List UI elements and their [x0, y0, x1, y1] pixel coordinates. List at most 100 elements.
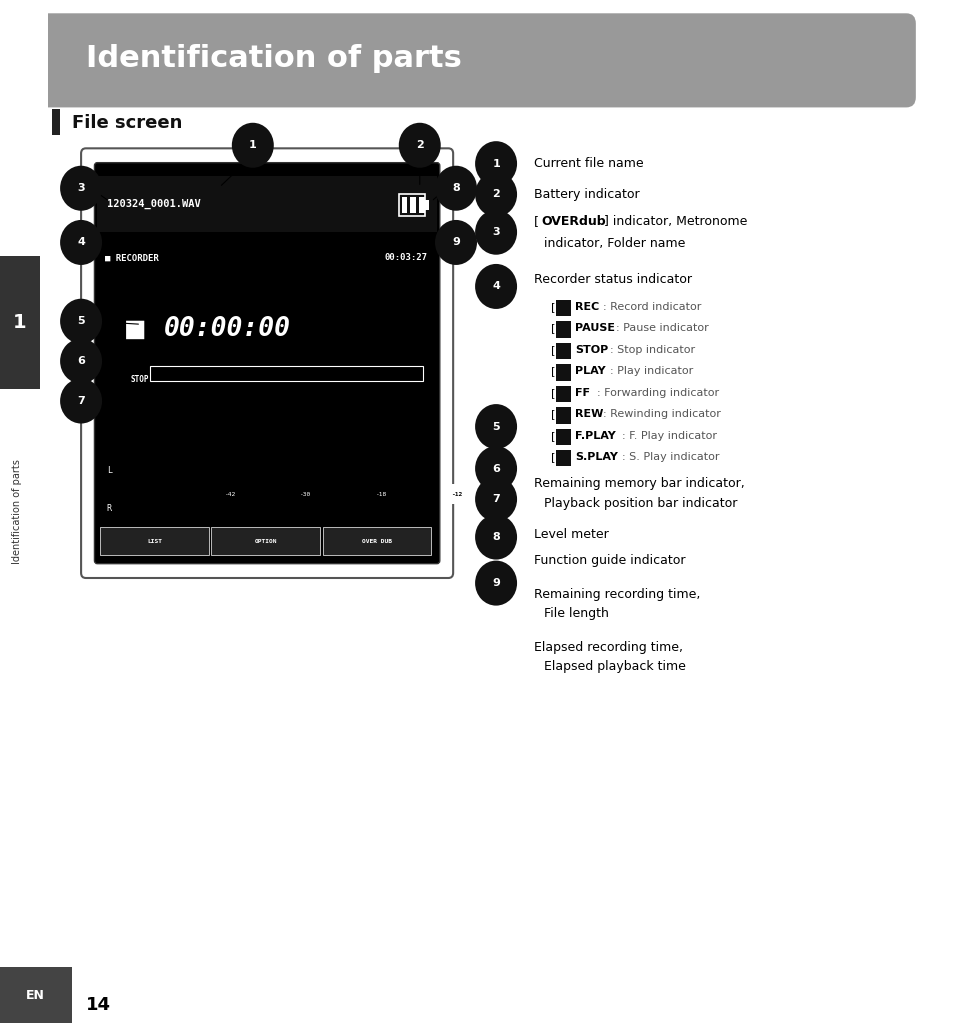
- Bar: [556, 321, 571, 338]
- Text: [: [: [534, 216, 538, 228]
- Text: 2: 2: [416, 140, 423, 150]
- FancyBboxPatch shape: [94, 163, 439, 564]
- Text: -6: -6: [528, 492, 536, 496]
- Text: 9: 9: [492, 578, 499, 588]
- Text: ■ RECORDER: ■ RECORDER: [105, 254, 158, 262]
- Text: 1: 1: [492, 159, 499, 169]
- Text: 00:00:00: 00:00:00: [164, 316, 291, 343]
- Circle shape: [475, 404, 517, 449]
- Circle shape: [475, 515, 517, 560]
- Text: 14: 14: [86, 995, 111, 1014]
- Text: 9: 9: [452, 237, 459, 248]
- Text: 6: 6: [492, 463, 499, 474]
- Text: 7: 7: [492, 494, 499, 504]
- Bar: [556, 300, 571, 316]
- Text: Current file name: Current file name: [534, 158, 643, 170]
- Bar: [401, 197, 407, 214]
- Circle shape: [60, 299, 102, 344]
- Bar: [425, 201, 429, 211]
- Circle shape: [475, 172, 517, 217]
- Circle shape: [475, 477, 517, 522]
- Text: : S. Play indicator: : S. Play indicator: [621, 452, 719, 462]
- Text: 4: 4: [492, 281, 499, 292]
- Text: L: L: [107, 465, 112, 475]
- Text: [: [: [550, 345, 555, 355]
- FancyBboxPatch shape: [0, 256, 40, 389]
- Text: [: [: [550, 409, 555, 419]
- Bar: [448, 484, 465, 504]
- Text: PLAY: PLAY: [575, 366, 605, 376]
- Text: [: [: [550, 431, 555, 441]
- Text: Elapsed recording time,: Elapsed recording time,: [534, 641, 682, 654]
- Text: Recorder status indicator: Recorder status indicator: [534, 273, 692, 285]
- Text: ■: ■: [126, 315, 144, 344]
- Text: EN: EN: [26, 989, 45, 1002]
- Bar: [410, 197, 416, 214]
- Bar: [556, 450, 571, 466]
- Text: F.PLAY: F.PLAY: [575, 431, 616, 441]
- Bar: [418, 197, 424, 214]
- Text: -30: -30: [300, 492, 311, 496]
- Circle shape: [232, 123, 274, 168]
- FancyBboxPatch shape: [0, 967, 71, 1023]
- Text: [: [: [550, 323, 555, 333]
- Bar: [398, 194, 425, 217]
- Text: : Stop indicator: : Stop indicator: [609, 345, 694, 355]
- Text: 3: 3: [492, 227, 499, 237]
- Circle shape: [475, 210, 517, 255]
- Text: File length: File length: [543, 608, 608, 620]
- Text: STOP: STOP: [575, 345, 608, 355]
- Text: -12: -12: [451, 492, 462, 496]
- Circle shape: [398, 123, 440, 168]
- Text: 8: 8: [452, 183, 459, 193]
- Bar: [97, 176, 436, 232]
- Text: REW: REW: [575, 409, 603, 419]
- Text: 1: 1: [249, 140, 256, 150]
- Text: 1: 1: [13, 313, 27, 331]
- Text: indicator, Folder name: indicator, Folder name: [543, 237, 684, 250]
- Text: 3: 3: [77, 183, 85, 193]
- Bar: [0, 0, 48, 1023]
- Circle shape: [60, 220, 102, 265]
- Text: [: [: [550, 452, 555, 462]
- Circle shape: [60, 379, 102, 424]
- Text: 8: 8: [492, 532, 499, 542]
- Bar: [556, 407, 571, 424]
- Text: : Play indicator: : Play indicator: [609, 366, 692, 376]
- Text: Remaining recording time,: Remaining recording time,: [534, 588, 700, 601]
- Circle shape: [435, 220, 476, 265]
- Text: 6: 6: [77, 356, 85, 366]
- FancyBboxPatch shape: [38, 13, 915, 107]
- Bar: [556, 364, 571, 381]
- Circle shape: [475, 446, 517, 491]
- Text: FF: FF: [575, 388, 590, 398]
- Text: [: [: [550, 366, 555, 376]
- Text: S.PLAY: S.PLAY: [575, 452, 618, 462]
- Text: -18: -18: [375, 492, 387, 496]
- Text: ] indicator, Metronome: ] indicator, Metronome: [603, 216, 746, 228]
- Text: Function guide indicator: Function guide indicator: [534, 554, 685, 567]
- Text: : Pause indicator: : Pause indicator: [616, 323, 708, 333]
- Bar: [150, 366, 422, 381]
- Text: 2: 2: [492, 189, 499, 199]
- Text: STOP: STOP: [131, 375, 149, 385]
- Text: Level meter: Level meter: [534, 528, 608, 540]
- Circle shape: [475, 141, 517, 186]
- Text: OVER DUB: OVER DUB: [361, 539, 392, 543]
- Text: Identification of parts: Identification of parts: [12, 459, 22, 564]
- Circle shape: [60, 339, 102, 384]
- Text: Elapsed playback time: Elapsed playback time: [543, 661, 685, 673]
- Text: Identification of parts: Identification of parts: [86, 44, 461, 73]
- Text: REC: REC: [575, 302, 598, 312]
- Text: Remaining memory bar indicator,: Remaining memory bar indicator,: [534, 478, 744, 490]
- Bar: [556, 343, 571, 359]
- Text: [: [: [550, 302, 555, 312]
- FancyBboxPatch shape: [81, 148, 453, 578]
- Circle shape: [435, 166, 476, 211]
- Text: 5: 5: [77, 316, 85, 326]
- Text: : Rewinding indicator: : Rewinding indicator: [602, 409, 720, 419]
- Text: Playback position bar indicator: Playback position bar indicator: [543, 497, 737, 509]
- Text: OVERdub: OVERdub: [541, 216, 606, 228]
- Bar: [100, 527, 209, 555]
- Text: [: [: [550, 388, 555, 398]
